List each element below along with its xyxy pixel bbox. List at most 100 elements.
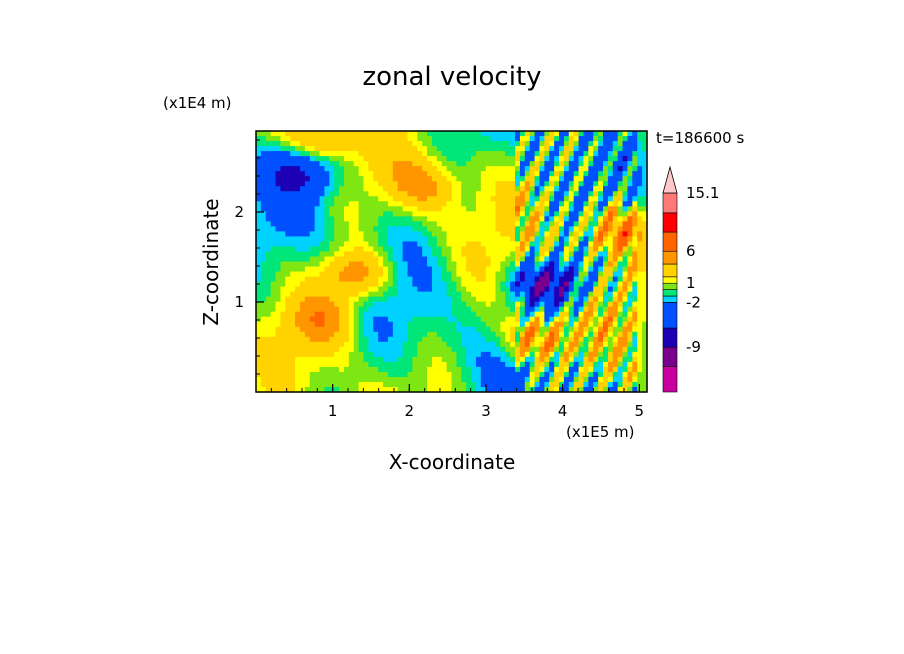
field-cell	[280, 241, 286, 248]
field-cell	[593, 356, 599, 363]
field-cell	[290, 181, 296, 187]
field-cell	[568, 236, 575, 243]
field-cell	[573, 301, 580, 308]
field-cell	[568, 146, 575, 152]
field-cell	[383, 171, 389, 177]
field-cell	[529, 311, 536, 318]
field-cell	[524, 156, 531, 162]
field-cell	[358, 356, 365, 363]
field-cell	[309, 366, 316, 373]
field-cell	[417, 151, 423, 157]
field-cell	[475, 371, 482, 378]
field-cell	[471, 236, 477, 243]
field-cell	[260, 381, 267, 388]
field-cell	[397, 301, 404, 308]
field-cell	[348, 221, 355, 227]
field-cell	[637, 241, 643, 248]
field-cell	[329, 156, 335, 162]
field-cell	[353, 161, 360, 167]
field-cell	[573, 151, 580, 157]
field-cell	[383, 306, 389, 313]
field-cell	[573, 176, 580, 182]
field-cell	[348, 151, 355, 157]
field-cell	[637, 151, 643, 157]
colorbar-segment	[662, 366, 678, 393]
field-cell	[495, 246, 501, 253]
field-cell	[339, 376, 345, 383]
field-cell	[270, 256, 277, 263]
field-cell	[319, 356, 326, 363]
field-cell	[339, 311, 345, 318]
field-cell	[490, 366, 497, 373]
field-cell	[275, 176, 282, 182]
field-cell	[422, 376, 428, 383]
field-cell	[471, 336, 477, 343]
field-cell	[603, 171, 609, 177]
field-cell	[275, 141, 282, 147]
field-cell	[519, 221, 526, 227]
field-cell	[295, 331, 301, 338]
field-cell	[471, 331, 477, 338]
field-cell	[563, 321, 570, 328]
field-cell	[329, 261, 335, 268]
field-cell	[422, 161, 428, 167]
field-cell	[617, 221, 624, 227]
field-cell	[368, 251, 374, 258]
field-cell	[373, 336, 379, 343]
field-cell	[397, 166, 404, 172]
field-cell	[642, 196, 648, 202]
field-cell	[642, 141, 648, 147]
field-cell	[515, 216, 521, 222]
field-cell	[524, 246, 531, 253]
field-cell	[461, 226, 467, 232]
field-cell	[637, 376, 643, 383]
field-cell	[485, 231, 492, 237]
field-cell	[559, 256, 565, 263]
field-cell	[314, 366, 321, 373]
field-cell	[427, 256, 433, 263]
field-cell	[519, 386, 526, 393]
field-cell	[368, 336, 374, 343]
field-cell	[348, 361, 355, 368]
field-cell	[402, 291, 409, 298]
field-cell	[397, 266, 404, 273]
field-cell	[387, 166, 394, 172]
field-cell	[280, 296, 286, 303]
field-cell	[373, 281, 379, 288]
field-cell	[334, 296, 340, 303]
field-cell	[510, 206, 516, 212]
field-cell	[363, 206, 370, 212]
field-cell	[617, 321, 624, 328]
field-cell	[607, 351, 614, 358]
field-cell	[456, 186, 462, 192]
field-cell	[505, 136, 511, 142]
field-cell	[319, 136, 326, 142]
field-cell	[554, 266, 560, 273]
field-cell	[387, 366, 394, 373]
field-cell	[539, 141, 545, 147]
field-cell	[549, 276, 555, 283]
field-cell	[256, 236, 262, 243]
field-cell	[510, 276, 516, 283]
field-cell	[466, 321, 472, 328]
field-cell	[290, 141, 296, 147]
field-cell	[329, 231, 335, 237]
field-cell	[471, 291, 477, 298]
field-cell	[568, 276, 575, 283]
field-cell	[329, 296, 335, 303]
field-cell	[299, 286, 306, 293]
field-cell	[275, 351, 282, 358]
field-cell	[387, 171, 394, 177]
field-cell	[436, 326, 443, 333]
field-cell	[324, 356, 330, 363]
field-cell	[490, 386, 497, 393]
field-cell	[622, 366, 629, 373]
field-cell	[627, 336, 633, 343]
field-cell	[431, 206, 438, 212]
field-cell	[358, 191, 365, 197]
field-cell	[373, 301, 379, 308]
field-cell	[373, 316, 379, 323]
field-cell	[461, 386, 467, 393]
field-cell	[378, 201, 384, 207]
field-cell	[334, 381, 340, 388]
